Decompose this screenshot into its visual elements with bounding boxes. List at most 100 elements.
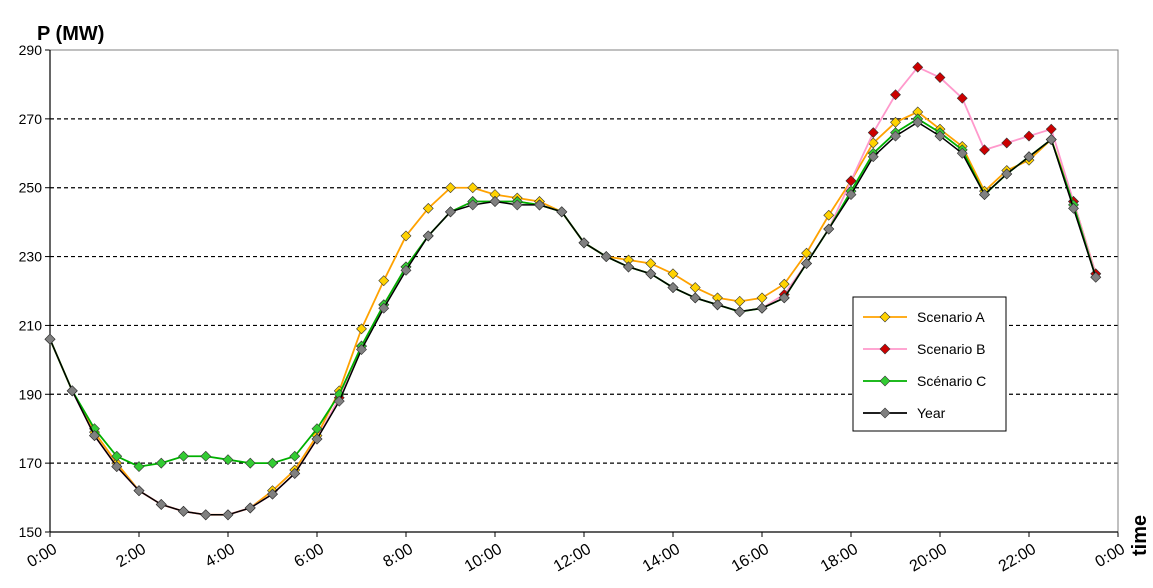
data-point bbox=[890, 89, 901, 101]
data-point bbox=[734, 306, 746, 318]
data-point bbox=[200, 450, 212, 462]
y-tick-label: 170 bbox=[19, 455, 43, 471]
x-tick-label: 8:00 bbox=[381, 541, 417, 571]
data-point bbox=[178, 505, 189, 517]
y-axis-label: P (MW) bbox=[37, 23, 104, 45]
y-tick-label: 190 bbox=[19, 386, 43, 402]
x-tick-label: 18:00 bbox=[818, 541, 861, 576]
series-lines bbox=[44, 61, 1102, 521]
data-point bbox=[1045, 134, 1057, 145]
data-point bbox=[890, 130, 901, 142]
y-tick-label: 250 bbox=[19, 180, 43, 196]
data-point bbox=[422, 202, 434, 214]
x-tick-label: 2:00 bbox=[114, 541, 150, 571]
x-tick-label: 4:00 bbox=[203, 541, 239, 571]
data-point bbox=[712, 299, 723, 311]
series-year bbox=[44, 116, 1102, 521]
data-point bbox=[489, 196, 501, 207]
x-axis-label: time bbox=[1129, 515, 1151, 556]
data-point bbox=[845, 189, 857, 201]
data-point bbox=[756, 302, 768, 314]
legend-marker bbox=[879, 343, 891, 355]
y-tick-label: 150 bbox=[19, 524, 43, 540]
data-point bbox=[778, 292, 790, 304]
legend-entry: Scenario A bbox=[863, 309, 985, 325]
data-point bbox=[422, 230, 434, 242]
data-point bbox=[222, 454, 234, 466]
data-point bbox=[66, 385, 78, 397]
data-point bbox=[823, 223, 835, 235]
data-point bbox=[600, 251, 612, 262]
data-point bbox=[823, 209, 835, 221]
x-tick-label: 0:00 bbox=[25, 541, 61, 571]
data-point bbox=[979, 144, 990, 156]
data-point bbox=[556, 206, 568, 218]
x-tick-label: 20:00 bbox=[907, 541, 950, 576]
data-point bbox=[934, 72, 946, 83]
y-tick-label: 230 bbox=[19, 249, 43, 265]
legend-label: Scenario A bbox=[917, 309, 985, 325]
data-point bbox=[289, 468, 301, 479]
legend-label: Scénario C bbox=[917, 373, 986, 389]
data-point bbox=[155, 499, 167, 510]
data-point bbox=[912, 61, 924, 73]
legend-box bbox=[852, 296, 1007, 432]
legend-marker bbox=[879, 375, 891, 387]
data-point bbox=[1023, 130, 1035, 142]
x-tick-label: 0:00 bbox=[1093, 541, 1129, 571]
data-point bbox=[956, 147, 968, 159]
data-point bbox=[244, 502, 256, 514]
legend-marker bbox=[879, 311, 891, 323]
data-point bbox=[956, 92, 968, 104]
data-point bbox=[289, 450, 301, 462]
data-point bbox=[267, 457, 278, 469]
data-point bbox=[244, 457, 256, 469]
data-point bbox=[400, 264, 412, 276]
data-point bbox=[867, 127, 879, 139]
data-point bbox=[689, 282, 701, 293]
x-tick-label: 12:00 bbox=[551, 541, 594, 576]
data-point bbox=[178, 450, 189, 462]
plot-area-border bbox=[49, 49, 1119, 533]
data-point bbox=[333, 395, 345, 407]
legend-entry: Scenario B bbox=[863, 341, 985, 357]
data-point bbox=[667, 282, 679, 293]
data-point bbox=[667, 268, 679, 280]
data-point bbox=[756, 292, 768, 304]
data-point bbox=[645, 258, 657, 269]
data-point bbox=[200, 509, 212, 521]
gridlines bbox=[50, 118, 1118, 464]
data-point bbox=[734, 295, 746, 307]
data-point bbox=[267, 488, 278, 500]
data-point bbox=[445, 182, 456, 194]
data-point bbox=[400, 230, 412, 242]
data-point bbox=[578, 237, 590, 249]
data-point bbox=[934, 130, 946, 142]
data-point bbox=[979, 189, 990, 201]
x-ticks: 0:00 2:00 4:00 6:00 8:00 10:00 12:00 14:00 16:00… bbox=[25, 532, 1129, 576]
legend-label: Scenario B bbox=[917, 341, 985, 357]
data-point bbox=[467, 182, 479, 194]
x-tick-label: 14:00 bbox=[640, 541, 683, 576]
data-point bbox=[378, 275, 390, 287]
data-point bbox=[445, 206, 456, 218]
legend-entry: Scénario C bbox=[863, 373, 986, 389]
data-point bbox=[44, 333, 56, 345]
data-point bbox=[1068, 202, 1079, 214]
data-point bbox=[378, 302, 390, 314]
legend-entry: Year bbox=[863, 405, 946, 421]
legend-label: Year bbox=[917, 405, 946, 421]
y-tick-label: 210 bbox=[19, 317, 43, 333]
data-point bbox=[133, 485, 145, 497]
data-point bbox=[801, 258, 812, 269]
data-point bbox=[133, 461, 145, 473]
data-point bbox=[1001, 168, 1013, 180]
data-point bbox=[645, 268, 657, 280]
data-point bbox=[356, 323, 367, 335]
legend-marker bbox=[879, 407, 891, 419]
y-tick-label: 290 bbox=[19, 42, 43, 58]
plot-border bbox=[49, 49, 1119, 533]
y-tick-label: 270 bbox=[19, 111, 43, 127]
y-ticks: 150 170 190 210 230 250 270 290 bbox=[19, 42, 50, 540]
